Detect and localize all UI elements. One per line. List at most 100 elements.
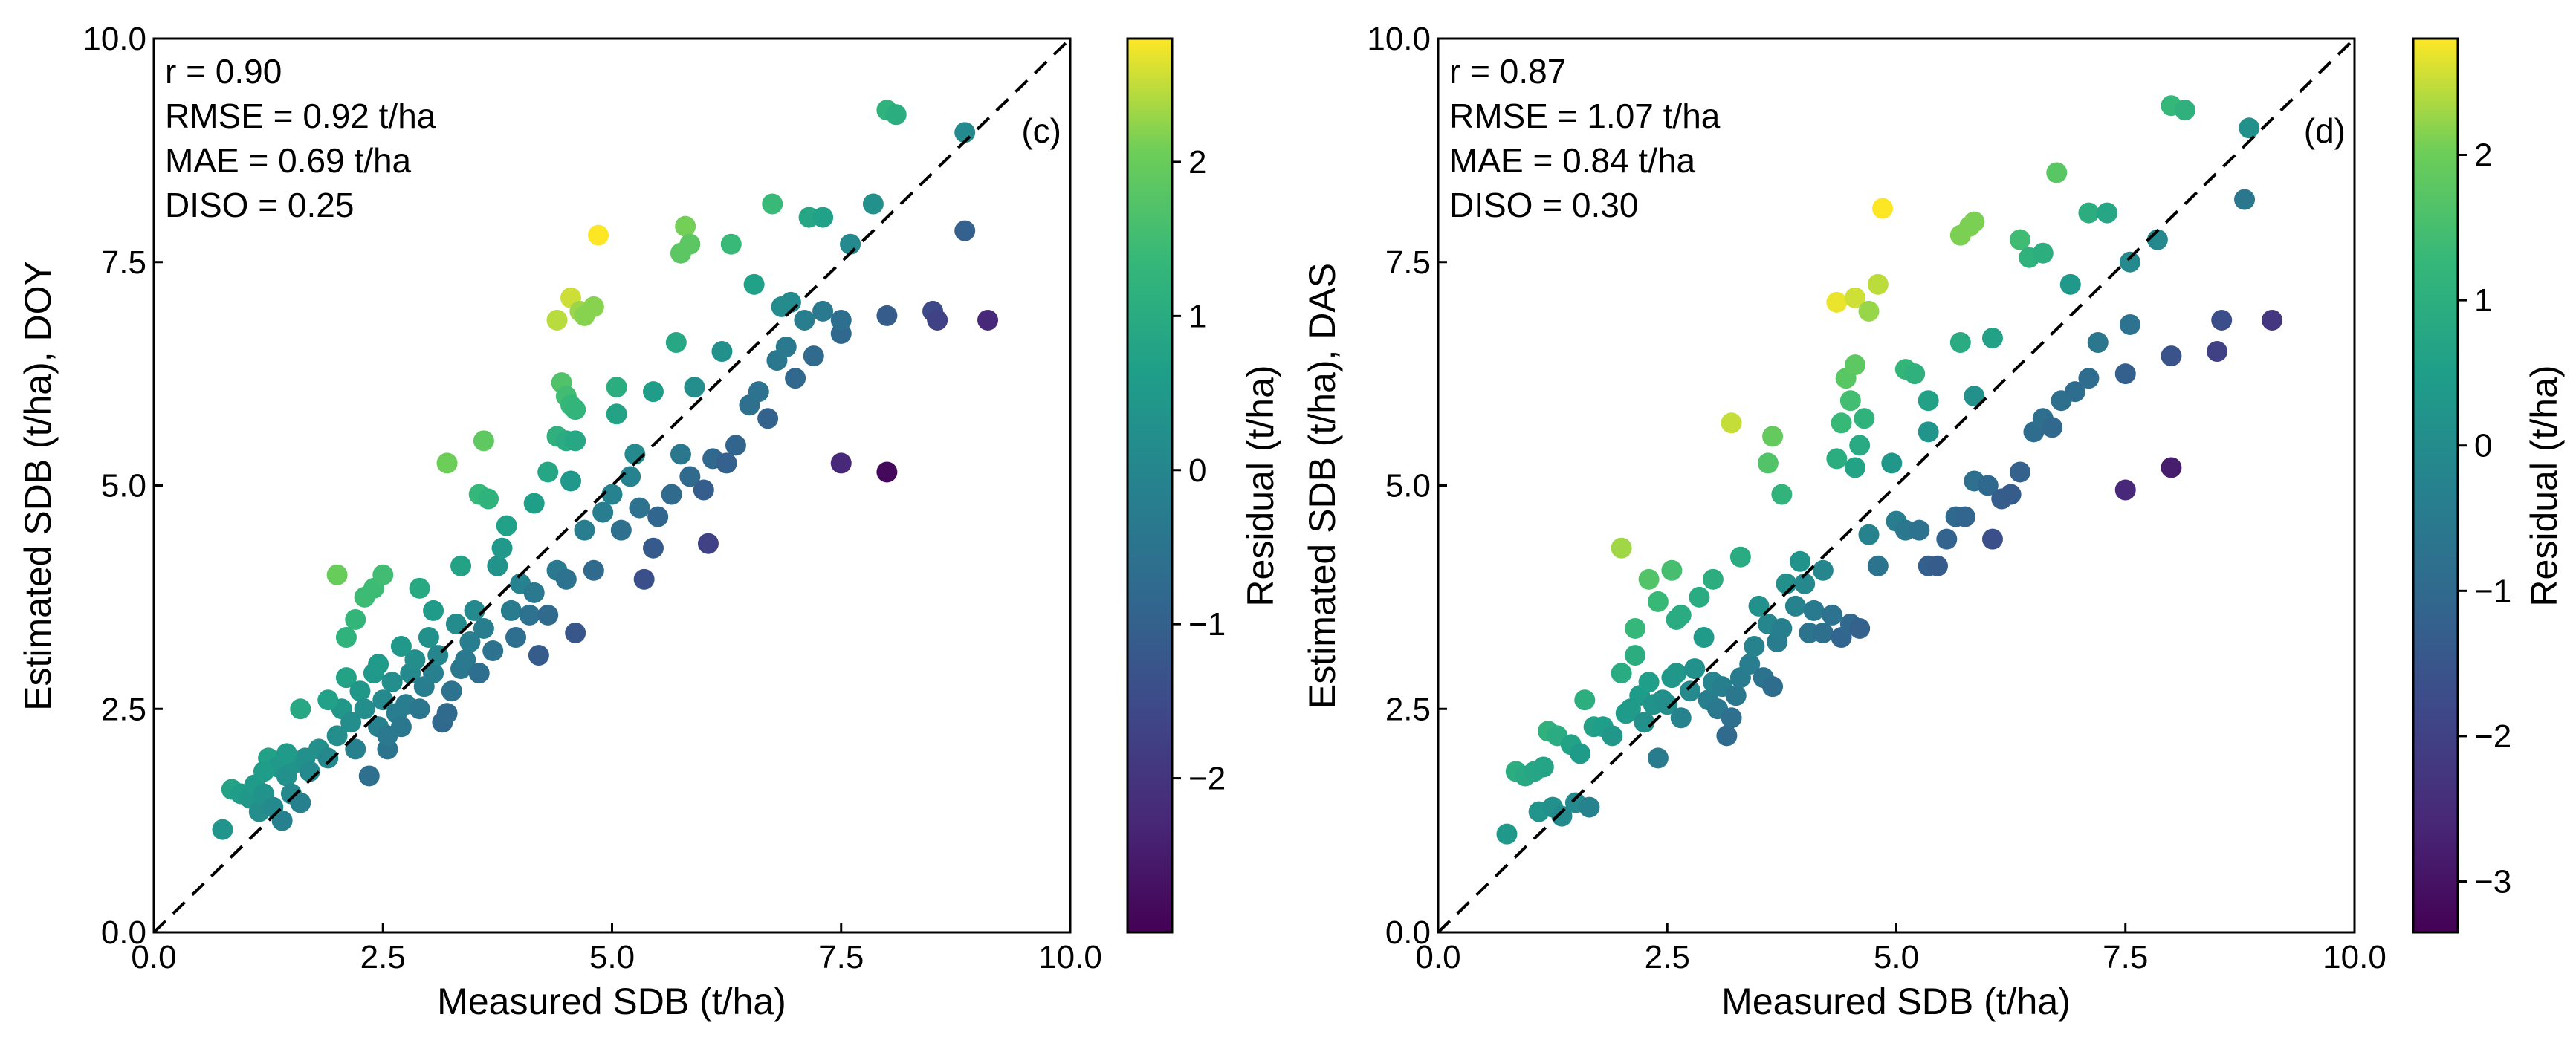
data-point-d-24 [1638,672,1660,693]
data-point-c-65 [574,519,595,541]
data-point-c-128 [885,104,907,126]
y-tick-label-d-0: 0.0 [1385,915,1431,951]
data-point-c-98 [830,452,852,474]
data-point-d-75 [2009,461,2030,483]
data-point-d-67 [1936,528,1958,550]
data-point-d-137 [1790,550,1811,572]
data-point-c-157 [317,689,339,711]
data-point-d-52 [1794,573,1816,594]
data-point-d-133 [1689,586,1710,608]
x-ticks-c: 0.0 2.5 5.0 7.5 10.0 [131,923,1102,975]
data-point-c-59 [523,582,545,603]
data-point-c-126 [812,207,834,228]
data-point-d-93 [1647,591,1669,612]
colorbar-ticks-c: −2 −1 0 1 2 [1172,144,1226,797]
data-point-c-27 [358,765,380,787]
data-point-d-74 [2000,484,2022,505]
data-point-d-108 [1831,412,1852,434]
data-point-d-92 [1638,568,1660,590]
data-point-d-64 [1909,519,1930,541]
data-point-c-121 [675,215,696,237]
data-point-c-149 [505,627,527,649]
stat-rmse-d: RMSE = 1.07 t/ha [1449,97,1721,135]
x-tick-label-c-2: 5.0 [589,939,635,975]
data-point-c-104 [436,452,458,474]
data-point-c-78 [693,479,714,501]
data-point-d-31 [1670,707,1692,729]
data-point-c-25 [349,680,371,702]
data-point-c-131 [345,608,366,630]
data-point-c-112 [583,296,604,317]
y-tick-label-c-2: 5.0 [101,468,146,504]
data-point-c-55 [491,537,513,559]
data-point-d-17 [1602,725,1623,747]
data-point-d-122 [1904,363,1926,385]
data-point-d-140 [1854,408,1875,429]
data-point-d-131 [1625,617,1646,639]
data-point-d-96 [1721,412,1742,434]
data-point-c-37 [404,649,426,671]
data-point-c-96 [927,309,948,331]
colorbar-tick-label-d-0: −3 [2474,864,2511,900]
data-point-c-20 [326,725,348,747]
y-tick-label-c-1: 2.5 [101,691,146,727]
data-point-c-99 [876,461,898,483]
data-point-c-106 [473,430,494,452]
data-point-c-50 [464,600,485,621]
data-point-d-89 [2114,479,2136,501]
data-point-c-153 [642,381,664,403]
data-point-c-84 [748,381,769,403]
data-point-d-116 [2078,202,2100,224]
colorbar-tick-label-c-3: 1 [1188,298,1206,334]
data-point-c-122 [679,233,701,255]
data-point-c-49 [459,631,481,653]
data-point-d-141 [1881,452,1903,474]
data-point-c-150 [954,220,976,241]
data-point-c-139 [565,399,586,420]
data-point-d-114 [2009,229,2030,250]
panel-label-d: (d) [2304,111,2346,150]
panel-label-c: (c) [1021,111,1061,150]
data-point-d-123 [1918,390,1939,412]
data-point-d-49 [1771,617,1793,639]
data-point-c-0 [212,819,233,840]
data-point-d-21 [1625,645,1646,666]
data-point-c-48 [455,649,476,671]
data-point-c-130 [335,627,357,649]
data-point-d-102 [1858,300,1880,322]
data-point-d-100 [1826,291,1848,313]
data-point-d-26 [1647,747,1669,769]
data-point-c-82 [725,435,746,456]
data-point-d-109 [1849,435,1871,456]
data-point-c-52 [473,617,494,639]
x-tick-label-d-2: 5.0 [1874,939,1919,975]
data-point-d-71 [1977,475,1999,496]
plot-area-d [1437,37,2356,934]
data-point-d-39 [1716,725,1738,747]
x-tick-label-d-0: 0.0 [1415,939,1460,975]
stat-mae-d: MAE = 0.84 t/ha [1449,141,1696,180]
data-point-d-113 [1964,211,1985,233]
colorbar-ticks-d: −3 −2 −1 0 1 2 [2458,137,2511,900]
data-point-d-134 [1702,568,1724,590]
colorbar-tick-label-c-4: 2 [1188,144,1206,181]
y-axis-label-d: Estimated SDB (t/ha), DAS [1301,263,1343,709]
data-point-d-40 [1721,707,1742,729]
data-point-d-0 [1496,823,1518,845]
data-point-d-115 [2046,162,2068,183]
data-point-c-147 [862,193,884,215]
data-point-c-159 [253,761,274,782]
data-point-d-142 [2234,189,2256,210]
data-point-c-32 [381,672,403,693]
data-point-d-91 [1611,537,1632,559]
data-point-d-55 [1812,622,1834,643]
colorbar-label-c: Residual (t/ha) [1240,365,1281,606]
data-point-d-44 [1744,636,1765,657]
data-point-c-97 [977,309,999,331]
data-point-c-134 [450,555,472,576]
x-axis-label-d: Measured SDB (t/ha) [1721,981,2071,1022]
data-point-c-100 [326,564,348,585]
data-point-d-54 [1803,600,1825,621]
data-point-d-103 [1867,273,1889,295]
data-point-c-19 [317,747,339,769]
